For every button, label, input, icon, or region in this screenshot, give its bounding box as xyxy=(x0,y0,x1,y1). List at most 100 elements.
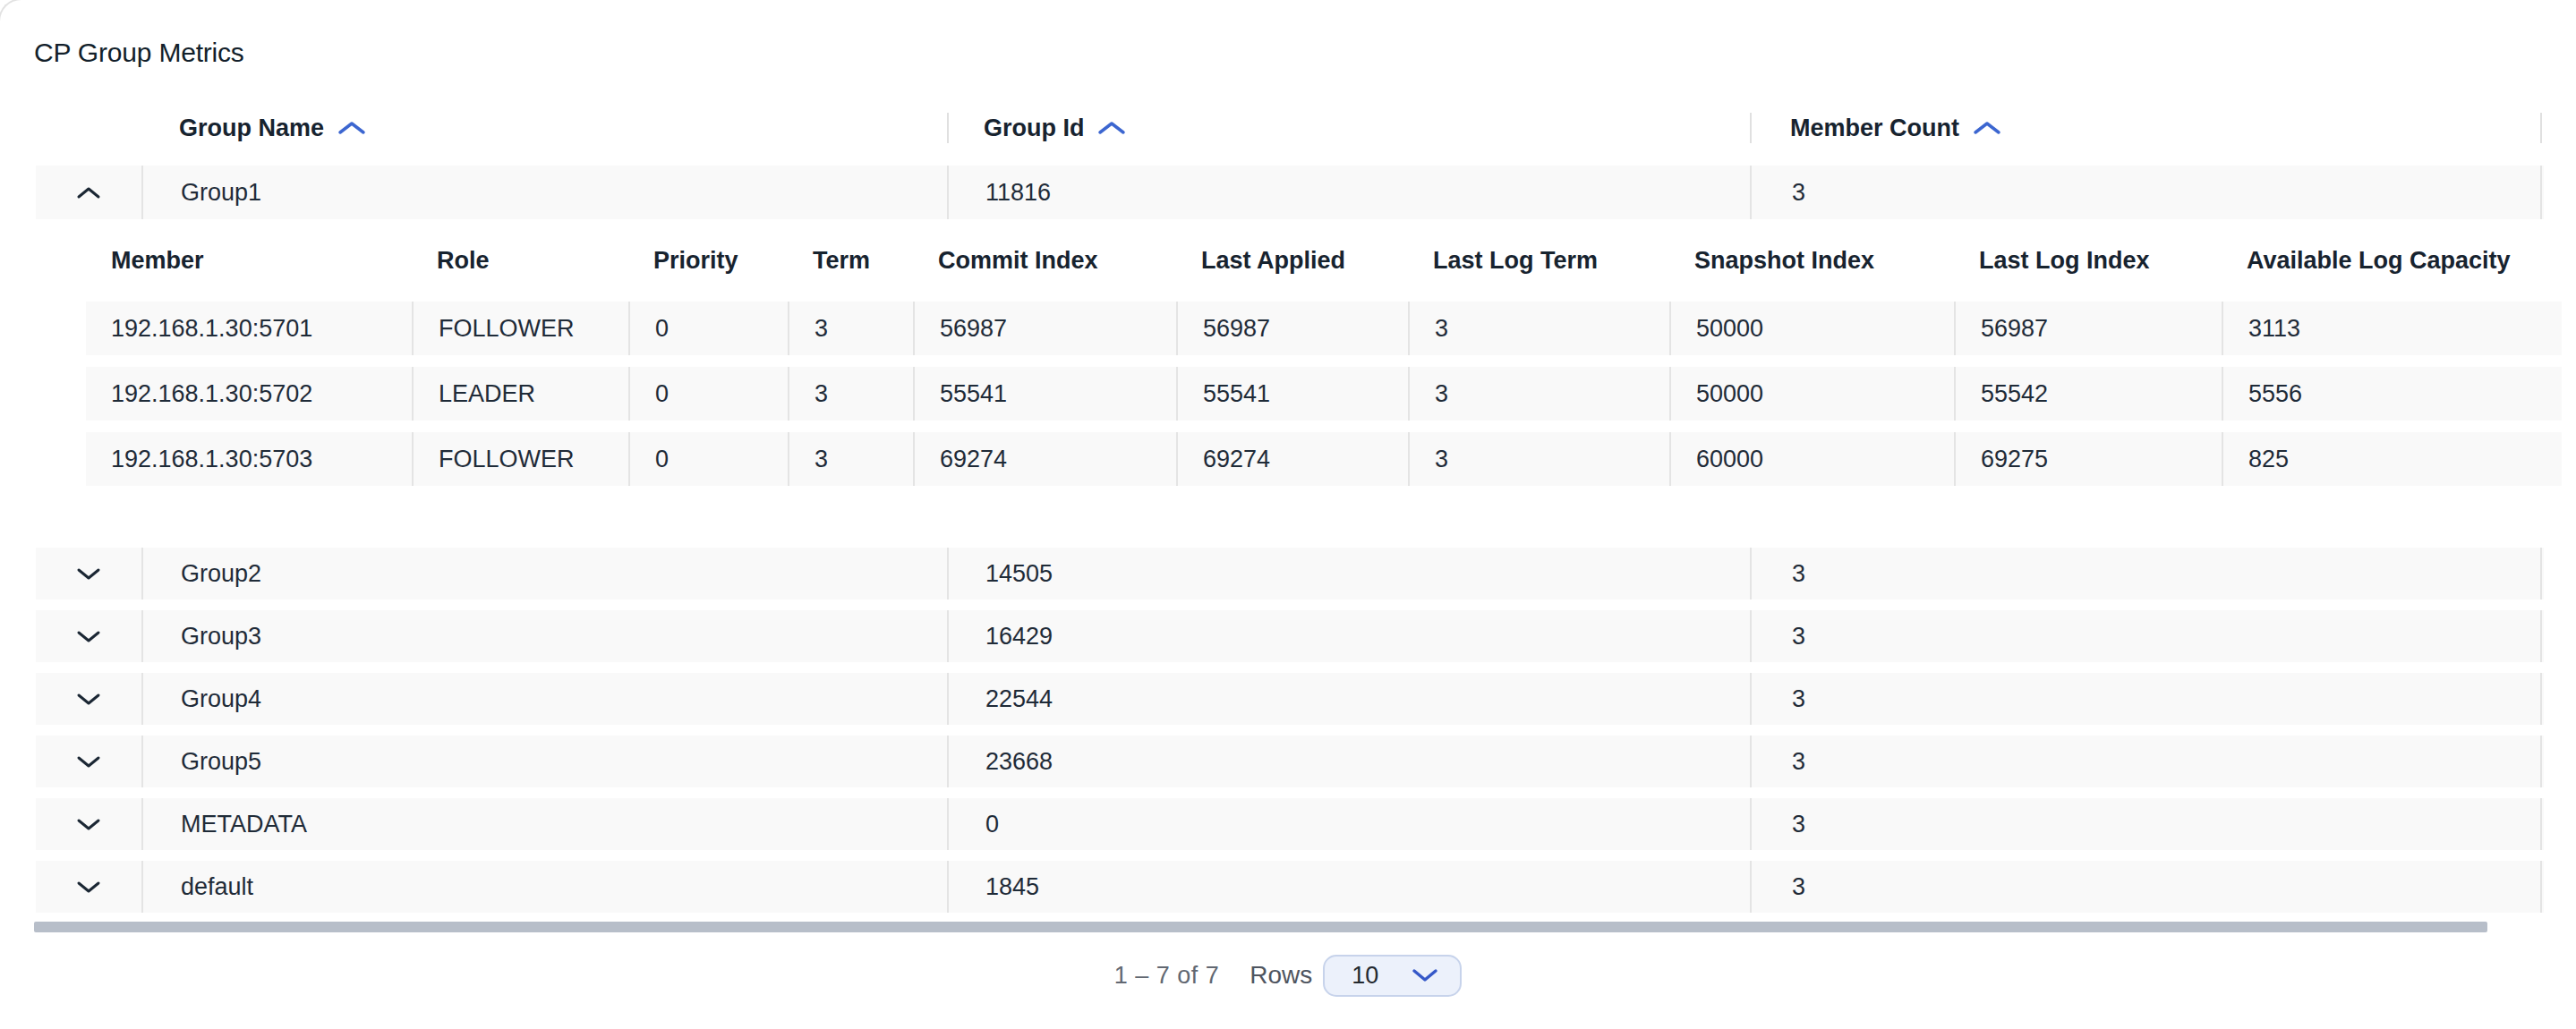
member-table-header-cell: Role xyxy=(412,240,628,281)
horizontal-scrollbar-thumb[interactable] xyxy=(34,922,2487,932)
chevron-down-icon xyxy=(76,630,101,643)
row-end-divider xyxy=(2540,548,2544,600)
last-applied-cell: 56987 xyxy=(1176,302,1408,355)
chevron-down-icon xyxy=(76,818,101,831)
expand-row-button[interactable] xyxy=(36,798,141,850)
member-table-header-cell: Available Log Capacity xyxy=(2222,240,2562,281)
last-applied-cell: 55541 xyxy=(1176,367,1408,421)
rows-per-page-value: 10 xyxy=(1352,962,1378,990)
member-count-cell: 3 xyxy=(1750,861,2540,913)
horizontal-scrollbar-track[interactable] xyxy=(36,922,2544,932)
commit-index-cell: 69274 xyxy=(913,432,1176,486)
row-end-divider xyxy=(2540,736,2544,787)
column-header-group-id[interactable]: Group Id xyxy=(984,115,1127,142)
group-row-group5[interactable]: Group5 23668 3 xyxy=(36,736,2544,787)
column-divider xyxy=(947,113,949,143)
group-id-cell: 11816 xyxy=(947,166,1750,219)
column-header-member-count[interactable]: Member Count xyxy=(1790,115,2002,142)
rows-per-page-select[interactable]: 10 xyxy=(1323,955,1462,997)
chevron-down-icon xyxy=(76,567,101,581)
expand-row-button[interactable] xyxy=(36,736,141,787)
member-address-cell: 192.168.1.30:5703 xyxy=(86,432,412,486)
member-address-cell: 192.168.1.30:5701 xyxy=(86,302,412,355)
group-row-group3[interactable]: Group3 16429 3 xyxy=(36,610,2544,662)
expand-row-button[interactable] xyxy=(36,673,141,725)
group-name-header-label: Group Name xyxy=(179,115,324,142)
group-row-metadata[interactable]: METADATA 0 3 xyxy=(36,798,2544,850)
member-table-header-cell: Snapshot Index xyxy=(1669,240,1954,281)
group-row-group4[interactable]: Group4 22544 3 xyxy=(36,673,2544,725)
group-name-cell: Group4 xyxy=(141,673,947,725)
expand-row-button[interactable] xyxy=(36,861,141,913)
group-id-cell: 14505 xyxy=(947,548,1750,600)
group-name-cell: default xyxy=(141,861,947,913)
row-end-divider xyxy=(2540,861,2544,913)
chevron-down-icon xyxy=(76,755,101,769)
group-name-cell: Group5 xyxy=(141,736,947,787)
commit-index-cell: 56987 xyxy=(913,302,1176,355)
member-table-header-cell: Priority xyxy=(628,240,788,281)
chevron-up-icon xyxy=(76,186,101,200)
expand-row-button[interactable] xyxy=(36,548,141,600)
member-table-header-cell: Last Log Term xyxy=(1408,240,1669,281)
chevron-down-icon xyxy=(76,880,101,894)
group-id-header-label: Group Id xyxy=(984,115,1084,142)
member-address-cell: 192.168.1.30:5702 xyxy=(86,367,412,421)
priority-cell: 0 xyxy=(628,367,788,421)
group-id-cell: 16429 xyxy=(947,610,1750,662)
member-count-header-label: Member Count xyxy=(1790,115,1959,142)
term-cell: 3 xyxy=(788,302,913,355)
sort-asc-icon xyxy=(1972,120,2002,136)
collapse-row-button[interactable] xyxy=(36,166,141,219)
role-cell: LEADER xyxy=(412,367,628,421)
sort-asc-icon xyxy=(1096,120,1127,136)
group-row-default[interactable]: default 1845 3 xyxy=(36,861,2544,913)
last-log-index-cell: 69275 xyxy=(1954,432,2222,486)
last-log-index-cell: 56987 xyxy=(1954,302,2222,355)
term-cell: 3 xyxy=(788,432,913,486)
group-name-cell: Group1 xyxy=(141,166,947,219)
expand-row-button[interactable] xyxy=(36,610,141,662)
snapshot-index-cell: 60000 xyxy=(1669,432,1954,486)
member-count-cell: 3 xyxy=(1750,736,2540,787)
last-log-index-cell: 55542 xyxy=(1954,367,2222,421)
available-log-capacity-cell: 3113 xyxy=(2222,302,2562,355)
group-row-group2[interactable]: Group2 14505 3 xyxy=(36,548,2544,600)
priority-cell: 0 xyxy=(628,302,788,355)
row-end-divider xyxy=(2540,798,2544,850)
available-log-capacity-cell: 825 xyxy=(2222,432,2562,486)
column-divider xyxy=(1750,113,1752,143)
last-applied-cell: 69274 xyxy=(1176,432,1408,486)
member-count-cell: 3 xyxy=(1750,610,2540,662)
group-table-header: Group Name Group Id Member Count xyxy=(36,107,2544,149)
group-row-group1[interactable]: Group1 11816 3 xyxy=(36,166,2544,219)
member-table-header-cell: Member xyxy=(86,240,412,281)
member-row: 192.168.1.30:5703 FOLLOWER 0 3 69274 692… xyxy=(86,432,2562,486)
last-log-term-cell: 3 xyxy=(1408,432,1669,486)
term-cell: 3 xyxy=(788,367,913,421)
member-row: 192.168.1.30:5701 FOLLOWER 0 3 56987 569… xyxy=(86,302,2562,355)
member-count-cell: 3 xyxy=(1750,166,2540,219)
priority-cell: 0 xyxy=(628,432,788,486)
last-log-term-cell: 3 xyxy=(1408,302,1669,355)
group-id-cell: 22544 xyxy=(947,673,1750,725)
page-title: CP Group Metrics xyxy=(34,38,244,68)
snapshot-index-cell: 50000 xyxy=(1669,367,1954,421)
role-cell: FOLLOWER xyxy=(412,432,628,486)
member-table-header-cell: Commit Index xyxy=(913,240,1176,281)
group-name-cell: Group3 xyxy=(141,610,947,662)
member-table-header: Member Role Priority Term Commit Index L… xyxy=(86,240,2562,281)
chevron-down-icon xyxy=(1412,968,1438,983)
column-header-group-name[interactable]: Group Name xyxy=(179,115,367,142)
member-count-cell: 3 xyxy=(1750,548,2540,600)
group-name-cell: Group2 xyxy=(141,548,947,600)
last-log-term-cell: 3 xyxy=(1408,367,1669,421)
group-id-cell: 1845 xyxy=(947,861,1750,913)
commit-index-cell: 55541 xyxy=(913,367,1176,421)
available-log-capacity-cell: 5556 xyxy=(2222,367,2562,421)
member-table-header-cell: Last Applied xyxy=(1176,240,1408,281)
pagination-bar: 1 – 7 of 7 Rows 10 xyxy=(0,954,2576,997)
member-table-header-cell: Term xyxy=(788,240,913,281)
member-table-header-cell: Last Log Index xyxy=(1954,240,2222,281)
column-divider xyxy=(2540,113,2542,143)
